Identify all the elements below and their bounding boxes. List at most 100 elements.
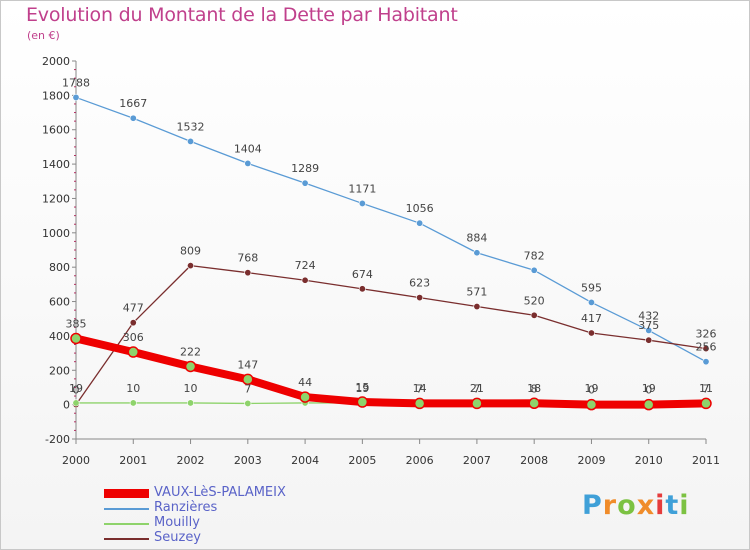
data-label: 1788: [62, 76, 90, 89]
data-point: [301, 179, 309, 187]
data-label: 375: [638, 319, 659, 332]
data-label: 14: [413, 382, 427, 395]
data-label: 21: [470, 382, 484, 395]
x-tick-label: 2006: [406, 454, 434, 467]
data-label: 1171: [348, 182, 376, 195]
data-point: [358, 285, 366, 293]
data-label: 10: [184, 382, 198, 395]
data-label: 385: [66, 317, 87, 330]
data-point: [187, 137, 195, 145]
data-label: 1289: [291, 162, 319, 175]
chart-title: Evolution du Montant de la Dette par Hab…: [26, 4, 458, 26]
y-tick-label: 400: [49, 330, 70, 343]
y-tick-label: 0: [63, 399, 70, 412]
data-label: 19: [584, 382, 598, 395]
data-label: 15: [355, 381, 369, 394]
data-label: 147: [237, 358, 258, 371]
data-label: 884: [466, 232, 487, 245]
data-label: 11: [699, 382, 713, 395]
data-label: 19: [355, 382, 369, 395]
logo-letter: o: [617, 490, 637, 521]
data-label: 0: [588, 384, 595, 397]
data-label: 19: [69, 382, 83, 395]
data-label: 768: [237, 252, 258, 265]
data-point: [702, 345, 710, 353]
x-tick-label: 2011: [692, 454, 720, 467]
data-point: [642, 398, 655, 411]
data-point: [242, 373, 254, 386]
logo-letter: P: [582, 490, 603, 521]
data-label: 595: [581, 281, 602, 294]
data-point: [473, 303, 481, 311]
data-point: [301, 276, 309, 284]
x-tick-label: 2005: [348, 454, 376, 467]
legend-label: VAUX-LèS-PALAMEIX: [154, 485, 286, 500]
data-label: 417: [581, 312, 602, 325]
y-tick-label: 1800: [42, 89, 70, 102]
data-point: [72, 399, 80, 407]
x-tick-label: 2007: [463, 454, 491, 467]
data-label: 571: [466, 286, 487, 299]
data-label: 306: [123, 331, 144, 344]
data-label: 782: [524, 249, 545, 262]
data-point: [587, 298, 595, 306]
data-point: [413, 397, 426, 410]
logo-letter: r: [602, 490, 618, 521]
data-point: [244, 269, 252, 277]
data-point: [645, 326, 653, 334]
x-tick-label: 2010: [635, 454, 663, 467]
x-tick-label: 2003: [234, 454, 262, 467]
data-label: 0: [73, 384, 80, 397]
y-tick-label: 1000: [42, 227, 70, 240]
data-point: [473, 249, 481, 257]
y-tick-label: -200: [45, 433, 70, 446]
legend-swatch: [104, 508, 149, 510]
data-label: 1532: [177, 120, 205, 133]
logo-letter: x: [636, 490, 656, 521]
series-line-1: [75, 96, 707, 363]
x-tick-label: 2002: [177, 454, 205, 467]
data-label: 1056: [406, 202, 434, 215]
data-label: 18: [527, 382, 541, 395]
data-label: 0: [645, 384, 652, 397]
data-label: 7: [473, 382, 480, 395]
legend-swatch: [104, 538, 149, 540]
legend-label: Ranzières: [154, 500, 218, 515]
logo-letter: t: [665, 490, 680, 521]
y-tick-label: 200: [49, 364, 70, 377]
data-label: 477: [123, 302, 144, 315]
y-tick-label: 1600: [42, 124, 70, 137]
data-point: [416, 294, 424, 302]
data-point: [702, 358, 710, 366]
data-point: [528, 397, 540, 410]
data-label: 19: [642, 382, 656, 395]
x-tick-label: 2004: [291, 454, 319, 467]
data-point: [530, 311, 538, 319]
data-label: 44: [298, 376, 312, 389]
data-point: [587, 329, 595, 337]
data-point: [645, 336, 653, 344]
x-tick-label: 2008: [520, 454, 548, 467]
series-line-0: [72, 334, 710, 409]
x-tick-label: 2000: [62, 454, 90, 467]
data-point: [700, 397, 712, 410]
data-point: [127, 346, 140, 358]
data-label: 1667: [119, 97, 147, 110]
data-point: [358, 199, 366, 207]
data-point: [356, 396, 369, 408]
x-tick-label: 2001: [119, 454, 147, 467]
x-tick-label: 2009: [577, 454, 605, 467]
data-point: [585, 398, 598, 411]
data-label: 623: [409, 277, 430, 290]
y-tick-label: 1400: [42, 158, 70, 171]
data-point: [129, 114, 137, 122]
legend-label: Mouilly: [154, 515, 200, 530]
data-point: [244, 399, 252, 407]
legend-swatch: [104, 489, 149, 498]
legend-swatch: [104, 523, 149, 525]
data-point: [129, 319, 137, 327]
data-point: [70, 332, 82, 345]
data-point: [471, 397, 483, 410]
